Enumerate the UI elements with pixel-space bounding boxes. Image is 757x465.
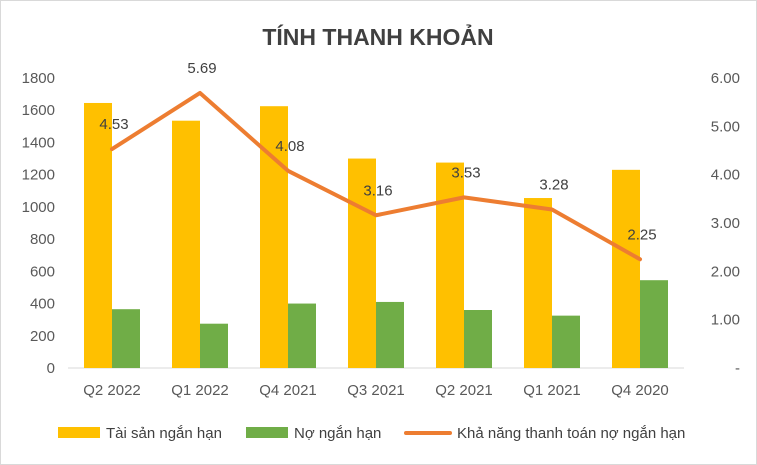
- y-right-tick-label: -: [735, 360, 740, 377]
- y-right-tick-label: 6.00: [711, 70, 740, 87]
- bar-tai-san-ngan-han: [612, 169, 640, 368]
- line-data-label: 3.28: [539, 176, 568, 193]
- data-labels: 4.53 5.69 4.08 3.16 3.53 3.28 2.25: [99, 60, 656, 243]
- y-left-tick-label: 1400: [22, 134, 55, 151]
- bar-no-ngan-han: [464, 310, 492, 368]
- line-data-label: 2.25: [627, 226, 656, 243]
- legend-label: Tài sản ngắn hạn: [106, 425, 222, 442]
- y-left-tick-label: 400: [30, 296, 55, 313]
- bar-tai-san-ngan-han: [436, 162, 464, 368]
- chart-title: TÍNH THANH KHOẢN: [262, 22, 493, 50]
- bar-no-ngan-han: [200, 323, 228, 368]
- x-tick-label: Q3 2021: [347, 382, 405, 399]
- x-tick-label: Q1 2022: [171, 382, 229, 399]
- bar-no-ngan-han: [288, 303, 316, 368]
- y-left-tick-label: 600: [30, 263, 55, 280]
- y-left-tick-label: 0: [47, 360, 55, 377]
- y-left-tick-label: 1800: [22, 70, 55, 87]
- x-tick-label: Q2 2022: [83, 382, 141, 399]
- bar-tai-san-ngan-han: [348, 158, 376, 368]
- x-tick-label: Q4 2021: [259, 382, 317, 399]
- line-data-label: 4.53: [99, 116, 128, 133]
- bar-no-ngan-han: [552, 315, 580, 368]
- legend: Tài sản ngắn hạn Nợ ngắn hạn Khả năng than…: [58, 425, 685, 442]
- y-left-tick-label: 1000: [22, 199, 55, 216]
- line-data-label: 5.69: [187, 60, 216, 77]
- y-right-tick-label: 5.00: [711, 118, 740, 135]
- legend-swatch-tai-san: [58, 427, 100, 438]
- bar-no-ngan-han: [640, 280, 668, 368]
- line-data-label: 4.08: [275, 138, 304, 155]
- legend-label: Nợ ngắn hạn: [294, 425, 381, 442]
- y-left-tick-label: 200: [30, 328, 55, 345]
- line-series: [110, 90, 642, 262]
- y-right-tick-label: 3.00: [711, 215, 740, 232]
- axes: 0 200 400 600 800 1000 1200 1400 1600 1800 - 1.00 2.…: [22, 70, 740, 399]
- bar-no-ngan-han: [376, 301, 404, 368]
- y-left-tick-label: 1200: [22, 167, 55, 184]
- y-right-tick-label: 1.00: [711, 312, 740, 329]
- bar-no-ngan-han: [112, 309, 140, 368]
- y-left-tick-label: 800: [30, 231, 55, 248]
- x-tick-label: Q2 2021: [435, 382, 493, 399]
- y-right-tick-label: 2.00: [711, 263, 740, 280]
- line-data-label: 3.53: [451, 164, 480, 181]
- legend-label: Khả năng thanh toán nợ ngắn hạn: [457, 425, 685, 442]
- line-data-label: 3.16: [363, 182, 392, 199]
- legend-swatch-no: [246, 427, 288, 438]
- y-right-tick-label: 4.00: [711, 167, 740, 184]
- x-tick-label: Q4 2020: [611, 382, 669, 399]
- bars: [84, 102, 668, 368]
- bar-tai-san-ngan-han: [524, 198, 552, 368]
- x-tick-label: Q1 2021: [523, 382, 581, 399]
- bar-tai-san-ngan-han: [84, 102, 112, 368]
- y-left-tick-label: 1600: [22, 102, 55, 119]
- bar-tai-san-ngan-han: [172, 120, 200, 368]
